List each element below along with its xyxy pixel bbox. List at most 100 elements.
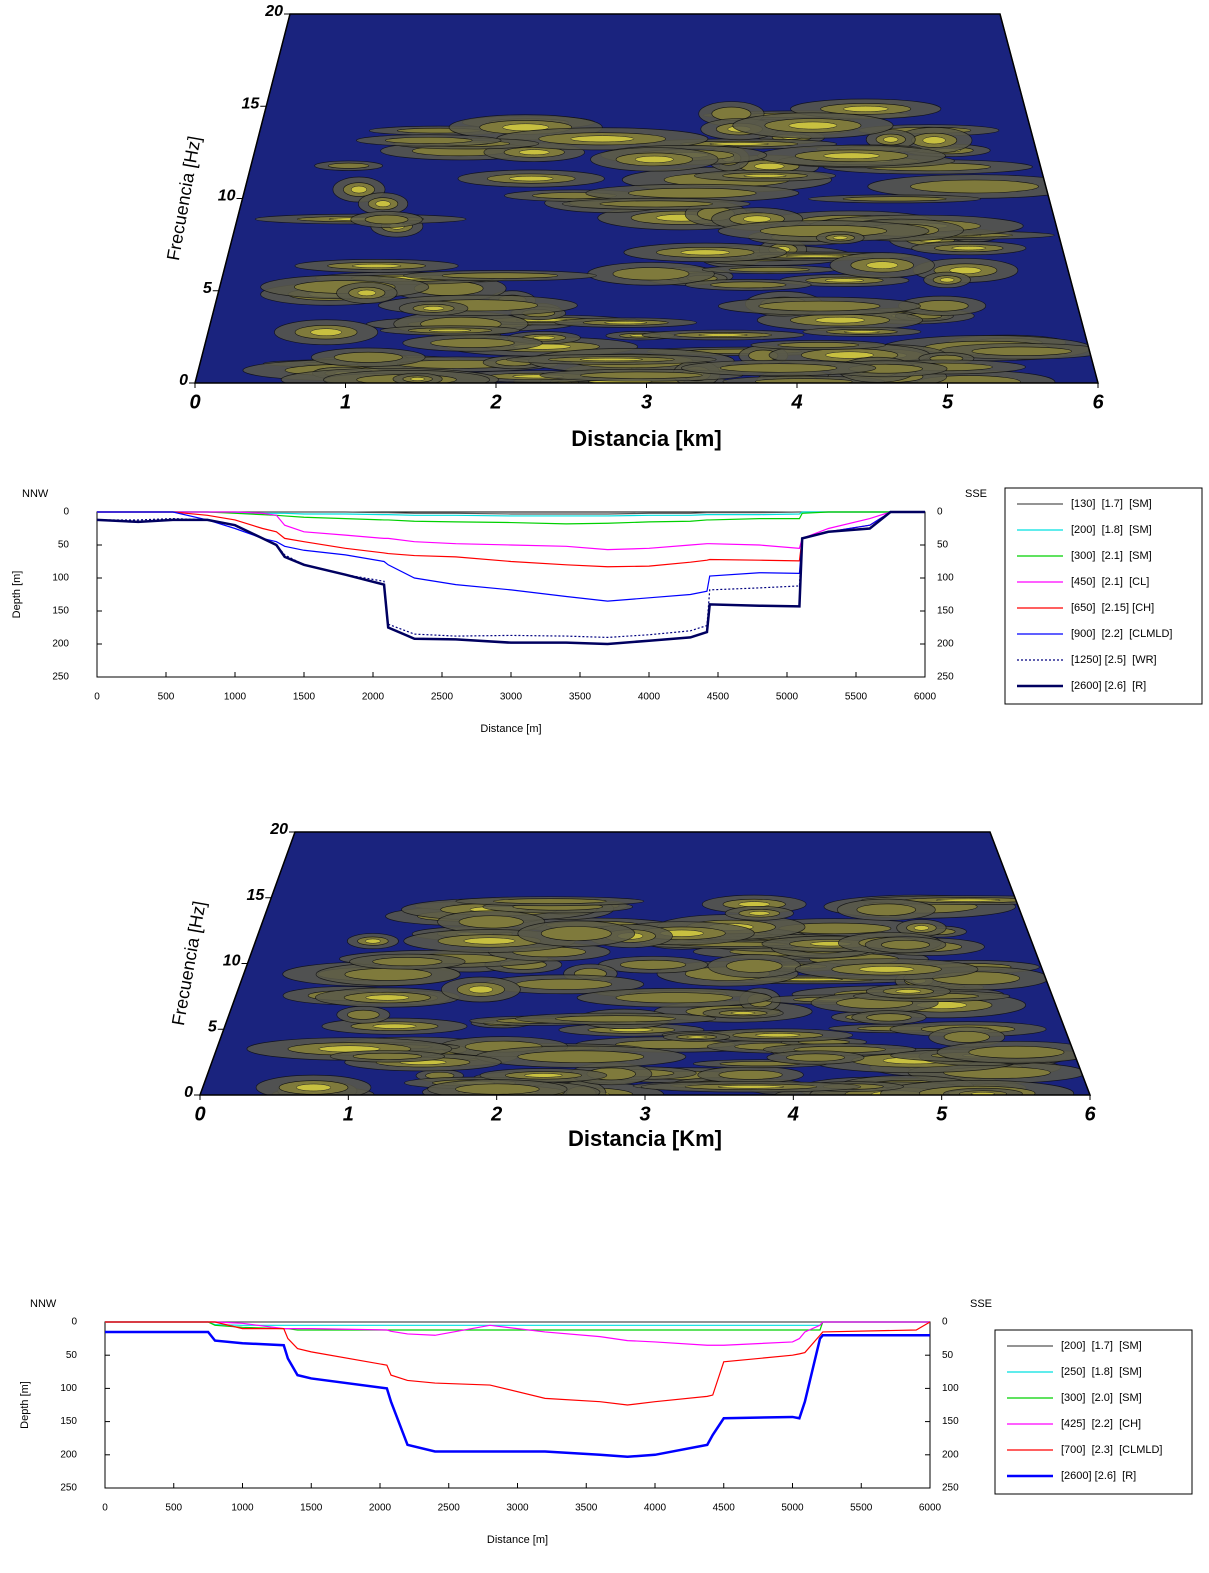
x-tick-label: 0: [102, 1503, 108, 1514]
series-line: [105, 1321, 931, 1406]
y-tick-label: 5: [203, 280, 213, 297]
contour-core: [310, 328, 342, 336]
contour-core: [935, 898, 1001, 902]
legend-label: [200] [1.8] [SM]: [1071, 524, 1152, 536]
y-tick-label: 15: [241, 95, 260, 112]
x-tick-label: 4000: [638, 692, 661, 703]
contour-band: [333, 351, 403, 363]
contour-core: [832, 235, 848, 240]
x-tick-label: 1: [343, 1103, 354, 1125]
contour-band: [540, 926, 612, 941]
y-tick-label: 200: [52, 639, 69, 650]
contour-core: [350, 185, 368, 194]
contour-core: [949, 266, 982, 275]
y2-tick-label: 250: [937, 672, 954, 683]
x-axis-label: Distancia [Km]: [568, 1126, 722, 1151]
contour-band: [856, 903, 917, 916]
x-tick-label: 3: [639, 1103, 650, 1125]
contour-core: [939, 277, 955, 283]
series-line: [97, 511, 925, 525]
contour-core: [913, 925, 930, 931]
contour-band: [347, 1009, 380, 1020]
contour-core: [730, 1011, 756, 1015]
y-axis-label: Frecuencia [Hz]: [163, 134, 205, 262]
y-tick-label: 250: [52, 672, 69, 683]
series-line: [105, 1321, 930, 1346]
x-tick-label: 6000: [914, 692, 937, 703]
contour-core: [866, 261, 899, 270]
x-tick-label: 0: [194, 1103, 205, 1125]
x-tick-label: 2: [489, 391, 501, 413]
x-tick-label: 500: [158, 692, 175, 703]
contour-band: [915, 300, 969, 312]
contour-core: [825, 351, 874, 359]
contour-band: [728, 267, 810, 273]
x-tick-label: 2000: [369, 1503, 392, 1514]
contour-core: [754, 162, 785, 170]
y-tick-label: 100: [60, 1383, 77, 1394]
y2-tick-label: 0: [937, 507, 943, 518]
contour-band: [385, 136, 473, 144]
contour-core: [296, 1083, 332, 1092]
y2-tick-label: 150: [942, 1416, 959, 1427]
y2-tick-label: 50: [942, 1350, 954, 1361]
y2-tick-label: 250: [942, 1483, 959, 1494]
contour-band: [866, 1013, 912, 1022]
contour-core: [508, 175, 554, 182]
contour-core: [524, 1073, 563, 1078]
contour-band: [615, 992, 733, 1004]
legend-label: [250] [1.8] [SM]: [1061, 1366, 1142, 1378]
x-tick-label: 3000: [506, 1503, 529, 1514]
contour-core: [372, 1023, 417, 1029]
contour-band: [971, 346, 1072, 356]
contour-band: [786, 1053, 845, 1062]
x-tick-label: 4500: [713, 1503, 736, 1514]
x-tick-label: 2000: [362, 692, 385, 703]
y2-tick-label: 150: [937, 606, 954, 617]
y-tick-label: 0: [179, 372, 188, 389]
x-tick-label: 5000: [776, 692, 799, 703]
contour-core: [843, 330, 880, 334]
contour-core: [698, 333, 748, 337]
y-tick-label: 0: [63, 507, 69, 518]
contour-band: [515, 978, 613, 990]
y-tick-label: 0: [184, 1084, 193, 1101]
contour-band: [619, 959, 687, 970]
plot-frame: [104, 1321, 931, 1489]
legend-label: [300] [2.0] [SM]: [1061, 1392, 1142, 1404]
contour-band: [458, 915, 524, 929]
y2-tick-label: 200: [937, 639, 954, 650]
x-tick-label: 5500: [850, 1503, 873, 1514]
contour-core: [375, 200, 391, 208]
contour-band: [710, 281, 787, 289]
contour-core: [518, 149, 550, 156]
x-tick-label: 5: [936, 1103, 948, 1125]
x-tick-label: 2: [490, 1103, 502, 1125]
y2-tick-label: 100: [942, 1383, 959, 1394]
contour-core: [717, 1085, 785, 1089]
contour-band: [628, 187, 757, 199]
right-label: SSE: [970, 1298, 992, 1310]
y-tick-label: 0: [71, 1317, 77, 1328]
contour-core: [922, 136, 946, 145]
series-line: [105, 1330, 930, 1459]
y2-tick-label: 200: [942, 1449, 959, 1460]
legend-label: [200] [1.7] [SM]: [1061, 1340, 1142, 1352]
legend-label: [425] [2.2] [CH]: [1061, 1418, 1141, 1430]
contour-core: [748, 911, 770, 916]
contour-core: [788, 121, 838, 130]
x-tick-label: 0: [94, 692, 100, 703]
x-axis-label: Distance [m]: [480, 723, 541, 735]
x-tick-label: 500: [165, 1503, 182, 1514]
y-tick-label: 10: [218, 188, 236, 205]
contour-band: [372, 957, 443, 967]
contour-band: [580, 371, 703, 379]
legend-label: [2600] [2.6] [R]: [1061, 1470, 1136, 1482]
legend-label: [650] [2.15] [CH]: [1071, 602, 1154, 614]
y-tick-label: 10: [223, 953, 241, 970]
contour-core: [570, 135, 635, 143]
y-tick-label: 5: [208, 1018, 218, 1035]
legend-label: [1250] [2.5] [WR]: [1071, 654, 1157, 666]
contour-core: [738, 901, 771, 908]
